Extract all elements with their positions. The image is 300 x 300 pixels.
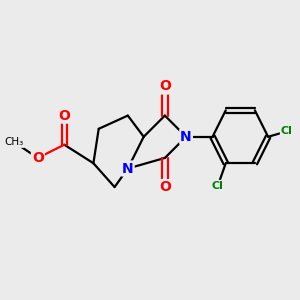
- Text: N: N: [180, 130, 192, 144]
- Text: O: O: [32, 151, 44, 165]
- Text: O: O: [159, 180, 171, 194]
- Text: O: O: [58, 109, 70, 123]
- Text: Cl: Cl: [212, 181, 224, 191]
- Text: CH₃: CH₃: [4, 137, 24, 147]
- Text: N: N: [122, 161, 134, 176]
- Text: O: O: [159, 80, 171, 94]
- Text: Cl: Cl: [281, 127, 292, 136]
